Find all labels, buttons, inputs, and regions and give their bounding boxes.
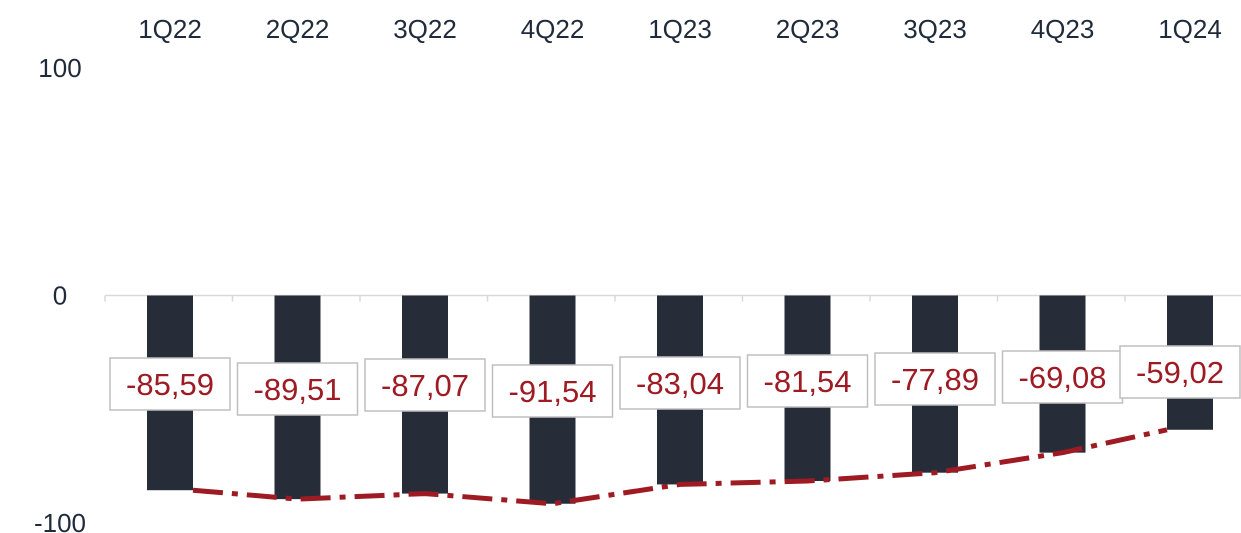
data-label-box: [619, 356, 741, 410]
data-label: -59,02: [1136, 355, 1224, 390]
x-tick-label: 1Q24: [1158, 14, 1222, 44]
data-label: -91,54: [509, 374, 597, 409]
data-label-box: [1119, 345, 1241, 399]
data-label: -81,54: [764, 364, 852, 399]
data-label-box: [364, 358, 486, 412]
data-label: -85,59: [126, 367, 214, 402]
y-axis-ticks: 100 0 -100: [34, 53, 86, 533]
data-label-box: [109, 357, 231, 411]
x-tick-label: 1Q22: [138, 14, 202, 44]
data-label: -89,51: [254, 372, 342, 407]
trend-line-path: [192, 427, 1168, 507]
x-tick-label: 2Q23: [776, 14, 840, 44]
data-label: -83,04: [636, 366, 724, 401]
y-tick-label: 100: [38, 53, 81, 83]
x-tick-label: 4Q23: [1031, 14, 1095, 44]
x-tick-label: 3Q22: [393, 14, 457, 44]
data-labels: -85,59 -89,51 -87,07 -91,54 -83,04 -81,54 -77,…: [109, 345, 1241, 418]
data-label: -69,08: [1019, 360, 1107, 395]
data-label-box: [874, 352, 996, 406]
x-tick-label: 4Q22: [521, 14, 585, 44]
data-label: -77,89: [891, 362, 979, 397]
data-label: -87,07: [381, 368, 469, 403]
x-tick-label: 2Q22: [266, 14, 330, 44]
y-tick-label: -100: [34, 508, 86, 533]
data-label-box: [746, 354, 869, 408]
x-axis-ticks: 1Q22 2Q22 3Q22 4Q22 1Q23 2Q23 3Q23 4Q23 1Q24: [104, 14, 1222, 302]
data-label-box: [491, 364, 614, 418]
x-tick-label: 1Q23: [648, 14, 712, 44]
y-tick-label: 0: [53, 281, 67, 311]
trend-line: [192, 427, 1168, 507]
data-label-box: [1001, 350, 1124, 404]
data-label-box: [236, 362, 359, 416]
x-tick-label: 3Q23: [903, 14, 967, 44]
